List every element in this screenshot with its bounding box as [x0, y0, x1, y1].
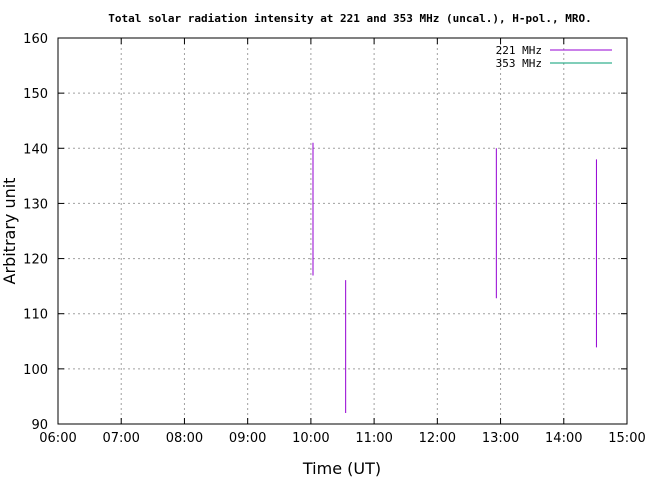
- x-tick-label: 06:00: [39, 431, 76, 446]
- y-tick-label: 140: [23, 142, 48, 157]
- legend-label-1: 353 MHz: [496, 57, 542, 70]
- y-tick-label: 160: [23, 32, 48, 47]
- x-tick-label: 07:00: [102, 431, 139, 446]
- chart-title: Total solar radiation intensity at 221 a…: [108, 12, 591, 25]
- y-tick-label: 120: [23, 253, 48, 268]
- x-tick-label: 14:00: [545, 431, 582, 446]
- x-tick-label: 11:00: [355, 431, 392, 446]
- x-tick-label: 15:00: [608, 431, 645, 446]
- y-tick-label: 110: [23, 308, 48, 323]
- x-tick-label: 10:00: [292, 431, 329, 446]
- y-tick-label: 90: [31, 418, 48, 433]
- x-tick-label: 13:00: [482, 431, 519, 446]
- plot-frame: [57, 37, 628, 425]
- y-tick-label: 150: [23, 87, 48, 102]
- x-tick-label: 09:00: [229, 431, 266, 446]
- y-tick-label: 130: [23, 197, 48, 212]
- legend-label-0: 221 MHz: [496, 44, 542, 57]
- axes: 90 100 110 120 130 140 150 160 06:00 07:00 08:00 09…: [23, 32, 646, 446]
- grid: [58, 38, 627, 424]
- y-axis-label: Arbitrary unit: [0, 178, 19, 285]
- x-axis-label: Time (UT): [302, 459, 381, 478]
- x-tick-label: 12:00: [419, 431, 456, 446]
- plot-series: [313, 143, 597, 413]
- y-tick-label: 100: [23, 363, 48, 378]
- x-tick-label: 08:00: [166, 431, 203, 446]
